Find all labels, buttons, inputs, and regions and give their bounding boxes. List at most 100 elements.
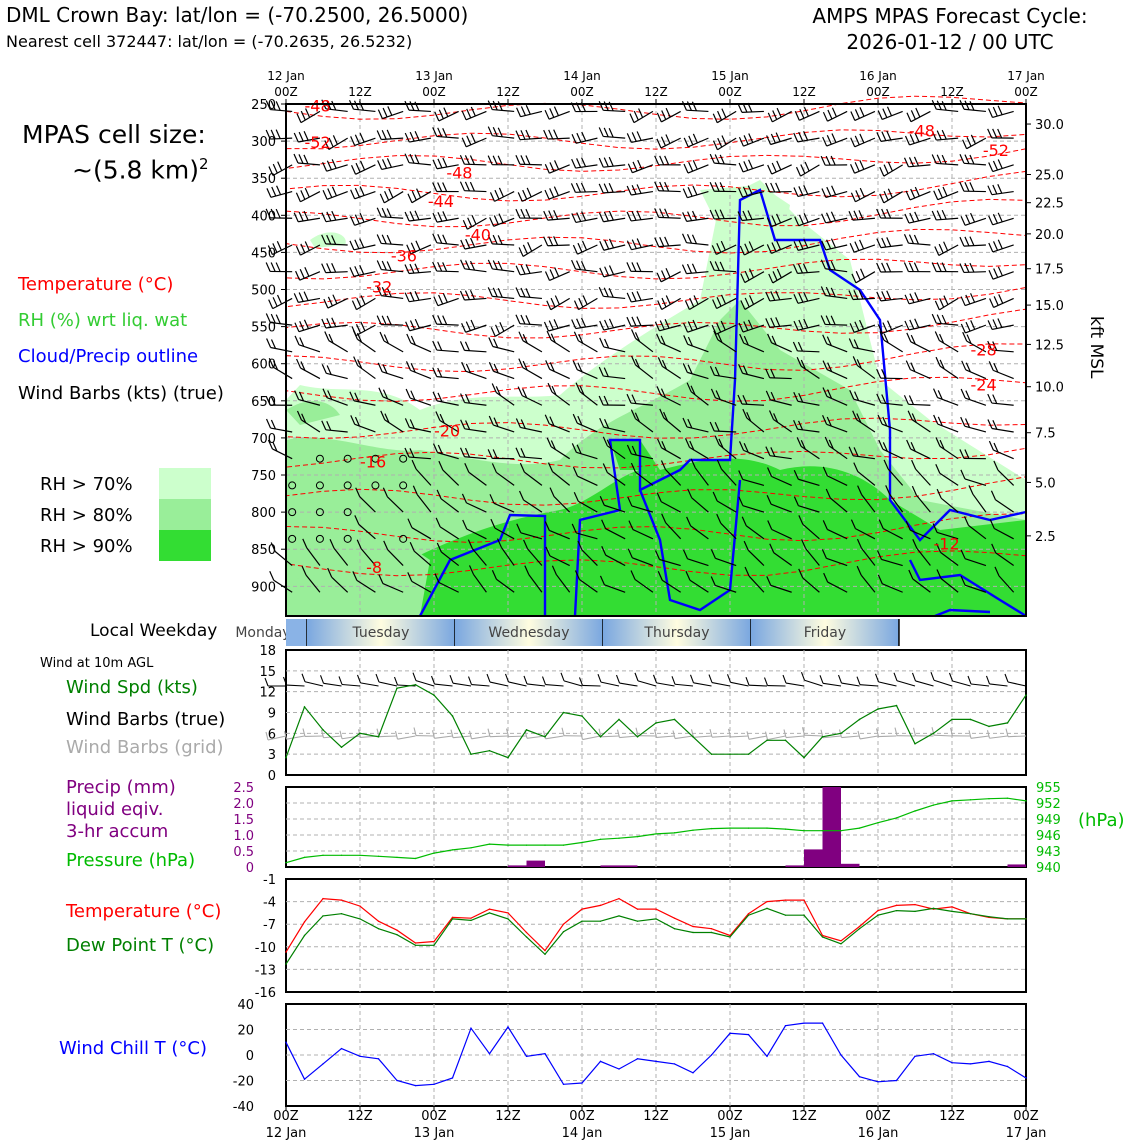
- wind-barb-flag: [630, 409, 636, 419]
- wind-barb-flag: [768, 273, 774, 284]
- wind-barb-flag: [714, 366, 720, 377]
- wind-barb-flag: [465, 363, 471, 374]
- grid-wind-barb-flag: [579, 731, 584, 740]
- pressure-point: [562, 844, 565, 846]
- wind-barb-flag: [492, 260, 498, 270]
- wind-barb-flag: [661, 110, 667, 120]
- wind-barb-flag: [997, 318, 1003, 328]
- wind-barb-flag: [437, 182, 443, 192]
- wind-barb-shaft: [720, 522, 737, 540]
- wind-barb-flag: [359, 265, 365, 275]
- wind-barb-flag: [691, 263, 698, 273]
- wind-barb-flag: [522, 360, 528, 371]
- wind-barb-shaft: [631, 137, 654, 143]
- wind-barb-flag: [825, 286, 831, 297]
- wind-barb-flag: [598, 395, 604, 406]
- pressure-tick-label: 750: [251, 469, 276, 484]
- wind-speed-tick-label: 3: [268, 748, 276, 763]
- wind-speed-tick-label: 12: [259, 686, 276, 701]
- wind-barb-shaft: [854, 110, 876, 122]
- kft-tick-label: 15.0: [1035, 299, 1064, 314]
- wind-barb-flag: [988, 361, 994, 371]
- surface-wind-barb-flag: [893, 672, 898, 681]
- wind-barb-flag: [603, 127, 609, 138]
- wind-barb-shaft: [634, 578, 654, 593]
- wind-barb-flag: [636, 316, 642, 326]
- wind-barb-shaft: [800, 445, 820, 460]
- wind-barb-flag: [659, 237, 665, 247]
- wind-barb-shaft: [464, 190, 487, 193]
- wind-barb-shaft: [797, 400, 820, 406]
- wind-barb-flag: [324, 331, 330, 341]
- wind-barb-flag: [432, 182, 438, 192]
- wind-barb-flag: [960, 549, 966, 559]
- wind-barb-shaft: [797, 428, 820, 433]
- pressure-tick-label: 600: [251, 358, 276, 373]
- wind-barb-shaft: [826, 423, 848, 433]
- wind-barb-flag: [275, 129, 281, 139]
- wind-barb-flag: [487, 234, 493, 245]
- wind-barb-flag: [960, 469, 966, 480]
- wind-barb-flag: [936, 262, 942, 272]
- wind-speed-point: [525, 729, 528, 731]
- wind-barb-flag: [803, 130, 809, 141]
- wind-barb-flag: [414, 154, 420, 164]
- wind-barb-shaft: [468, 471, 487, 486]
- surface-wind-barb-flag: [578, 677, 584, 686]
- wind-barb-flag: [943, 295, 949, 305]
- grid-wind-barb: [859, 735, 879, 740]
- wind-barb-flag: [687, 211, 693, 221]
- wind-barb-flag: [712, 140, 719, 150]
- wind-barb-flag: [941, 154, 947, 165]
- wind-barb-flag: [826, 239, 832, 250]
- wind-barb-flag: [826, 336, 832, 346]
- wind-barb-flag: [661, 270, 667, 280]
- wind-barb-flag: [849, 242, 855, 253]
- wind-barb-flag: [665, 295, 671, 305]
- wind-speed-point: [507, 756, 509, 759]
- wind-barb-flag: [356, 297, 362, 308]
- wind-barb-flag: [798, 186, 804, 196]
- wind-barb-shaft: [631, 190, 654, 196]
- wind-barb-shaft: [665, 522, 682, 540]
- wind-barb-shaft: [381, 295, 404, 300]
- wind-barb-flag: [854, 162, 860, 172]
- wind-chill-point: [729, 1032, 731, 1035]
- temperature-contour-label: -28: [971, 341, 997, 360]
- wind-barb-flag: [469, 290, 475, 300]
- weekday-name: Tuesday: [351, 625, 409, 641]
- temperature-point: [877, 909, 879, 912]
- precip-bar: [785, 865, 804, 867]
- wind-barb-flag: [631, 445, 637, 456]
- wind-barb-flag: [327, 188, 333, 198]
- wind-speed-point: [1006, 722, 1009, 724]
- wind-barb-shaft: [301, 419, 321, 433]
- wind-barb-flag: [516, 107, 522, 117]
- wind-barb-flag: [470, 237, 476, 248]
- grid-wind-barb: [619, 735, 638, 739]
- grid-wind-barb: [267, 735, 287, 741]
- wind-barb-shaft: [306, 547, 321, 566]
- wind-barb-flag: [442, 127, 448, 138]
- wind-barb-shaft: [383, 191, 404, 204]
- kft-tick-label: 5.0: [1035, 476, 1056, 491]
- wind-barb-flag: [770, 317, 776, 328]
- wind-barb-shaft: [963, 162, 986, 166]
- wind-chill-point: [1025, 1077, 1027, 1079]
- wind-barb-flag: [904, 320, 910, 331]
- wind-barb-flag: [936, 130, 942, 140]
- wind-barb-flag: [931, 154, 937, 164]
- wind-barb-flag: [965, 321, 971, 332]
- wind-barb-flag: [825, 155, 831, 166]
- weekday-block: [750, 619, 899, 646]
- wind-barb-flag: [576, 444, 582, 455]
- surface-wind-barb: [693, 682, 712, 687]
- wind-speed-point: [692, 736, 694, 738]
- wind-barb-flag: [776, 268, 782, 279]
- wind-barb-flag: [794, 216, 800, 226]
- wind-barb-flag: [329, 539, 335, 549]
- wind-barb-shaft: [910, 448, 931, 460]
- wind-barb-flag: [881, 368, 887, 379]
- surface-wind-barb: [785, 682, 805, 687]
- wind-barb-flag: [492, 155, 498, 165]
